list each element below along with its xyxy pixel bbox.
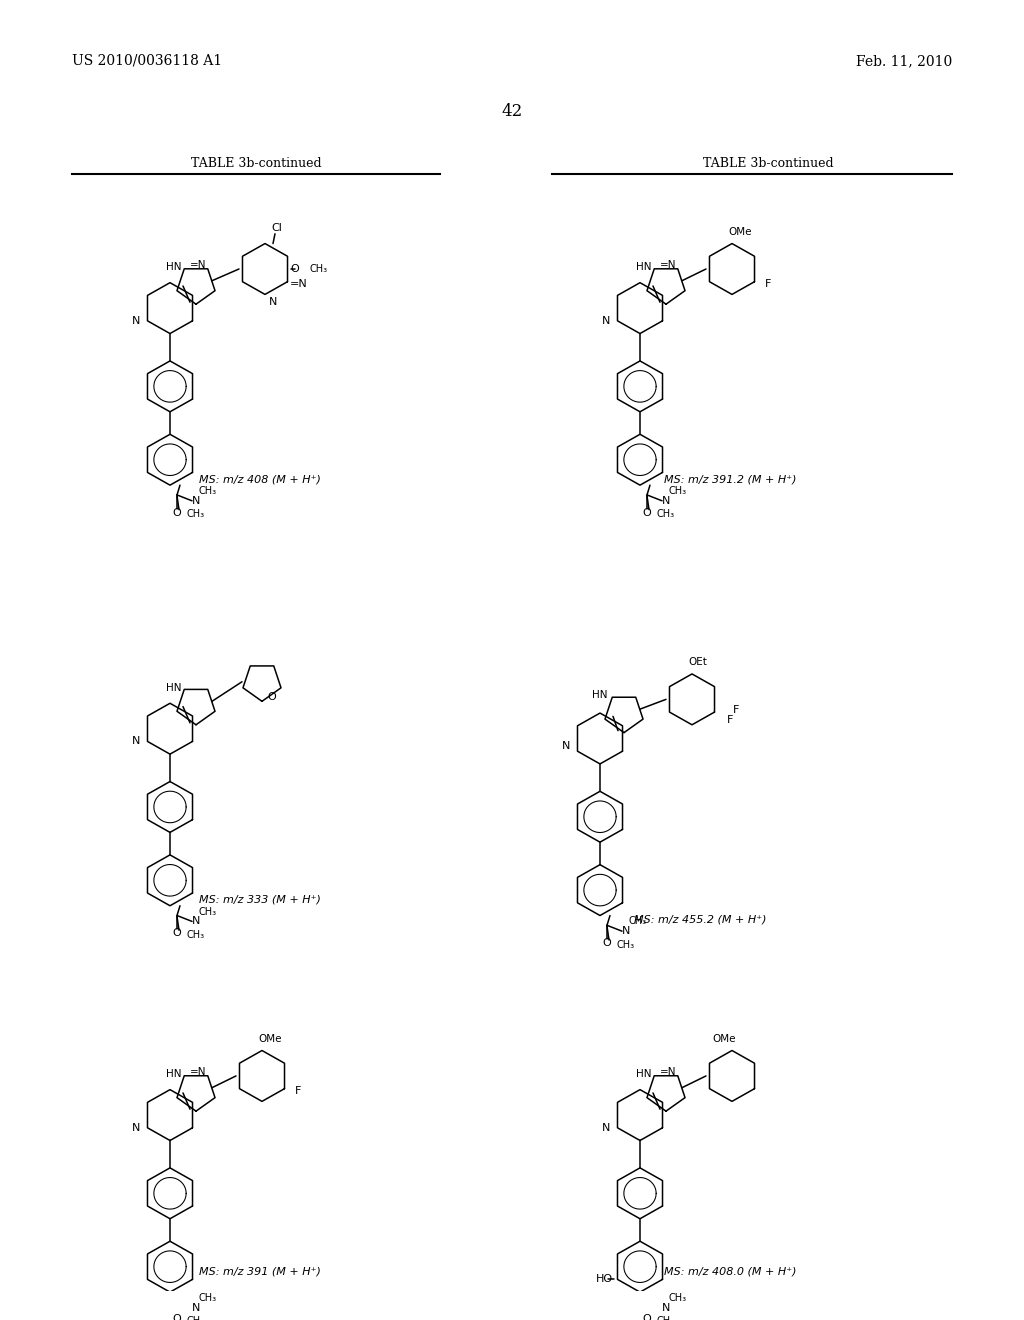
Text: F: F [765,280,771,289]
Text: CH₃: CH₃ [187,931,205,940]
Text: N: N [602,1123,610,1133]
Text: N: N [622,927,630,936]
Text: OEt: OEt [688,657,708,667]
Text: O: O [267,693,276,702]
Text: TABLE 3b-continued: TABLE 3b-continued [702,157,834,169]
Text: O: O [643,507,651,517]
Text: MS: m/z 408.0 (M + H⁺): MS: m/z 408.0 (M + H⁺) [664,1267,797,1276]
Text: HN: HN [636,263,651,272]
Text: O: O [291,264,299,275]
Text: HN: HN [166,682,181,693]
Text: N: N [191,916,200,927]
Text: =N: =N [189,260,206,271]
Text: CH₃: CH₃ [310,264,328,275]
Text: OMe: OMe [713,1034,736,1044]
Text: CH₃: CH₃ [657,510,675,520]
Text: N: N [132,737,140,746]
Text: CH₃: CH₃ [187,510,205,520]
Text: CH₃: CH₃ [199,1294,217,1303]
Text: CH₃: CH₃ [199,486,217,496]
Text: MS: m/z 391.2 (M + H⁺): MS: m/z 391.2 (M + H⁺) [664,474,797,484]
Text: =N: =N [659,260,676,271]
Text: CH₃: CH₃ [616,940,635,950]
Text: N: N [132,1123,140,1133]
Text: HN: HN [166,263,181,272]
Text: US 2010/0036118 A1: US 2010/0036118 A1 [72,54,222,67]
Text: TABLE 3b-continued: TABLE 3b-continued [190,157,322,169]
Text: MS: m/z 391 (M + H⁺): MS: m/z 391 (M + H⁺) [199,1267,321,1276]
Text: MS: m/z 333 (M + H⁺): MS: m/z 333 (M + H⁺) [199,895,321,906]
Text: O: O [603,939,611,948]
Text: CH₃: CH₃ [629,916,647,927]
Text: N: N [562,741,570,751]
Text: N: N [602,315,610,326]
Text: Cl: Cl [271,223,283,232]
Text: F: F [733,705,739,714]
Text: CH₃: CH₃ [669,486,687,496]
Text: N: N [662,496,670,506]
Text: OMe: OMe [728,227,752,236]
Text: O: O [173,1315,181,1320]
Text: CH₃: CH₃ [669,1294,687,1303]
Text: =N: =N [189,1067,206,1077]
Text: MS: m/z 408 (M + H⁺): MS: m/z 408 (M + H⁺) [199,474,321,484]
Text: N: N [191,1303,200,1313]
Text: CH₃: CH₃ [657,1316,675,1320]
Text: HN: HN [166,1069,181,1078]
Text: 42: 42 [502,103,522,120]
Text: =N: =N [290,280,308,289]
Text: F: F [295,1086,301,1096]
Text: HN: HN [636,1069,651,1078]
Text: N: N [132,315,140,326]
Text: N: N [191,496,200,506]
Text: OMe: OMe [258,1034,282,1044]
Text: HO: HO [595,1274,612,1284]
Text: O: O [173,507,181,517]
Text: Feb. 11, 2010: Feb. 11, 2010 [856,54,952,67]
Text: N: N [269,297,278,308]
Text: O: O [173,928,181,939]
Text: CH₃: CH₃ [199,907,217,916]
Text: N: N [662,1303,670,1313]
Text: MS: m/z 455.2 (M + H⁺): MS: m/z 455.2 (M + H⁺) [634,915,766,924]
Text: =N: =N [659,1067,676,1077]
Text: CH₃: CH₃ [187,1316,205,1320]
Text: O: O [643,1315,651,1320]
Text: HN: HN [592,690,608,701]
Text: F: F [727,714,733,725]
